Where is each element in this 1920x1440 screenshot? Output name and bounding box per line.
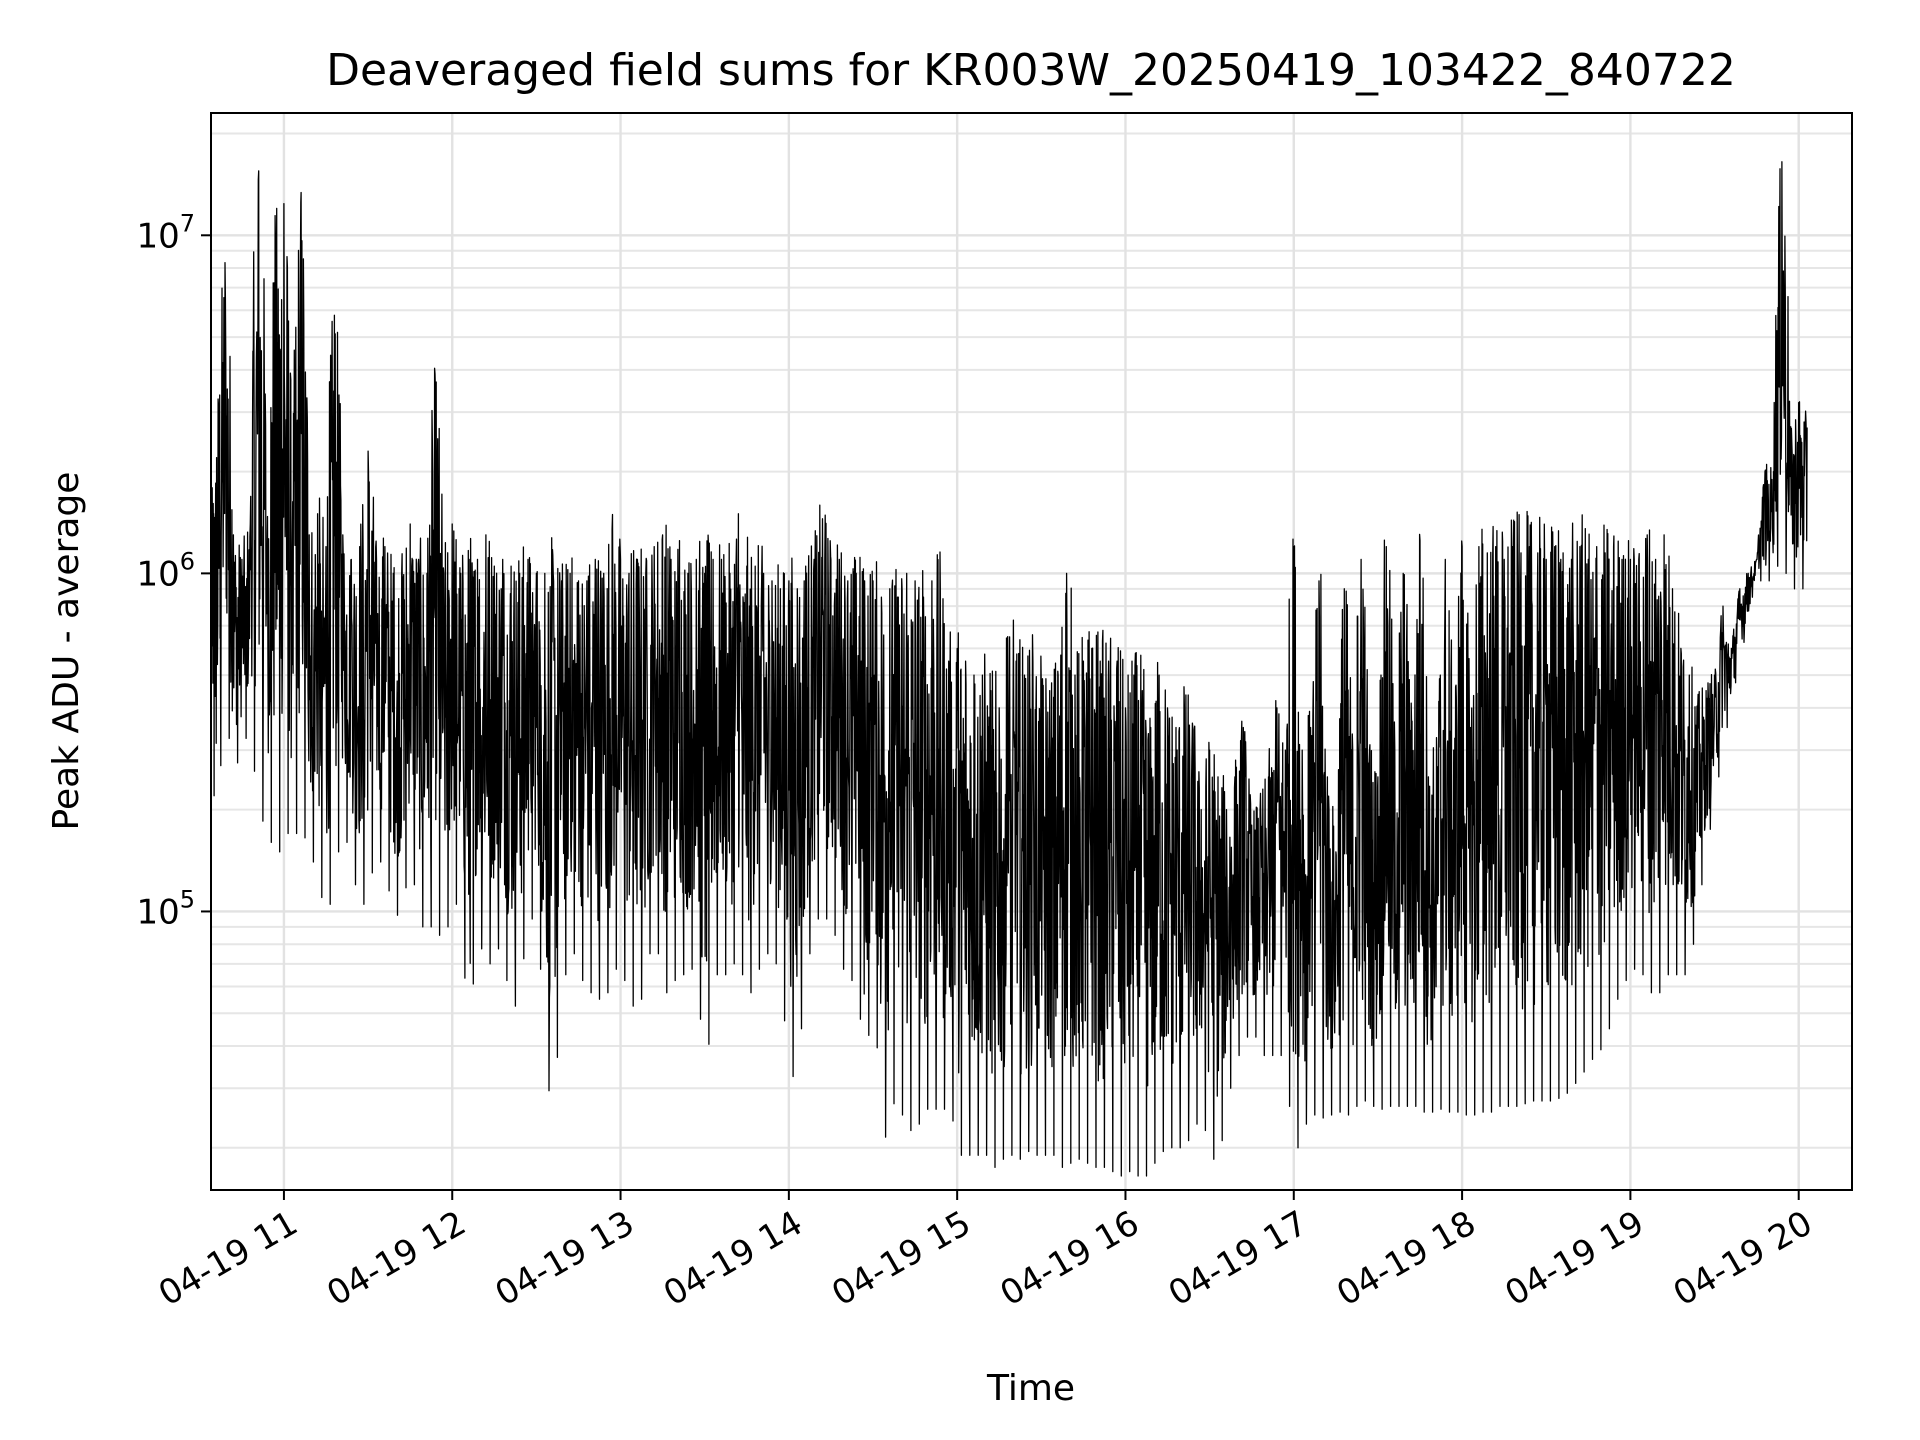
chart-title: Deaveraged field sums for KR003W_2025041… — [326, 45, 1736, 96]
y-tick-exponent: 7 — [180, 209, 195, 237]
series-group — [210, 161, 1808, 1177]
y-tick-label: 105 — [136, 885, 195, 932]
series-line-0 — [210, 161, 1808, 1177]
y-tick-label: 106 — [136, 547, 195, 594]
y-tick-base: 10 — [136, 554, 179, 594]
x-axis-label: Time — [986, 1368, 1075, 1409]
y-tick-exponent: 5 — [180, 885, 195, 913]
y-tick-base: 10 — [136, 216, 179, 256]
plot-frame — [210, 112, 1853, 1191]
y-tick-base: 10 — [136, 892, 179, 932]
y-axis-label: Peak ADU - average — [46, 472, 87, 831]
y-tick-label: 107 — [136, 209, 195, 256]
y-tick-exponent: 6 — [180, 547, 195, 575]
